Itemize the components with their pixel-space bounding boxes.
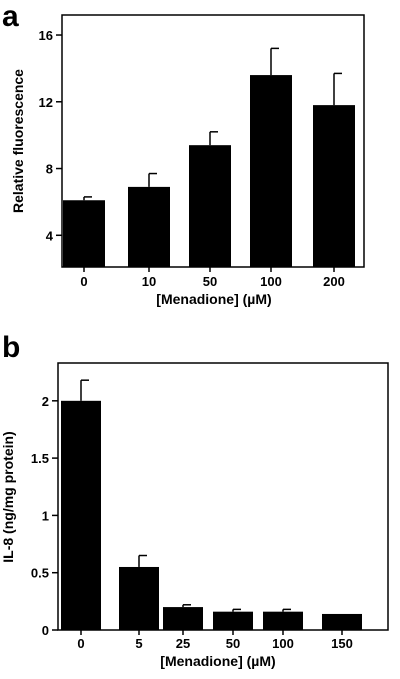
x-tick-label: 100	[272, 636, 294, 651]
bar-5	[119, 566, 159, 630]
x-tick-label: 5	[135, 636, 142, 651]
bar-200	[313, 105, 355, 267]
y-tick-label: 16	[39, 28, 53, 43]
bar-50	[213, 611, 253, 630]
x-tick-label: 100	[260, 274, 282, 289]
x-tick-label: 0	[77, 636, 84, 651]
panel-b-x-axis-title: [Menadione] (µM)	[160, 653, 275, 669]
panel-b: b 0 0.5 1 1.5 2 0 5 25 50 100 150 IL-8 (ng/mg pro…	[0, 331, 389, 669]
panel-a-x-axis: 0 10 50 100 200	[80, 267, 345, 289]
panel-b-bars	[61, 379, 362, 630]
panel-b-plot-frame	[57, 362, 389, 631]
y-tick-label: 0.5	[31, 566, 49, 581]
x-tick-label: 150	[331, 636, 353, 651]
panel-b-label: b	[2, 331, 20, 364]
bar-100	[250, 75, 292, 267]
panel-b-y-axis: 0 0.5 1 1.5 2	[31, 394, 58, 638]
panel-a-x-axis-title: [Menadione] (µM)	[156, 291, 271, 307]
bar-0	[61, 400, 101, 630]
bar-10	[128, 186, 170, 267]
x-tick-label: 10	[142, 274, 156, 289]
y-tick-label: 2	[42, 394, 49, 409]
x-tick-label: 50	[226, 636, 240, 651]
panel-a: a 4 8 12 16 0 10 50 100 200 Relative fluorescen…	[2, 0, 365, 307]
panel-a-label: a	[2, 0, 19, 33]
bar-25	[163, 607, 203, 630]
y-tick-label: 1	[42, 508, 49, 523]
bar-0	[63, 200, 105, 267]
x-tick-label: 25	[176, 636, 190, 651]
panel-b-y-axis-title: IL-8 (ng/mg protein)	[0, 431, 16, 562]
x-tick-label: 50	[203, 274, 217, 289]
y-tick-label: 12	[39, 95, 53, 110]
panel-a-y-axis-title: Relative fluorescence	[10, 69, 26, 213]
panel-a-bars	[63, 47, 355, 267]
y-tick-label: 1.5	[31, 451, 49, 466]
panel-a-y-axis: 4 8 12 16	[39, 28, 62, 243]
bar-150	[322, 613, 362, 630]
x-tick-label: 0	[80, 274, 87, 289]
bar-100	[263, 611, 303, 630]
y-tick-label: 0	[42, 623, 49, 638]
bar-50	[189, 145, 231, 267]
y-tick-label: 8	[46, 162, 53, 177]
x-tick-label: 200	[323, 274, 345, 289]
panel-b-x-axis: 0 5 25 50 100 150	[77, 630, 353, 651]
y-tick-label: 4	[46, 228, 54, 243]
